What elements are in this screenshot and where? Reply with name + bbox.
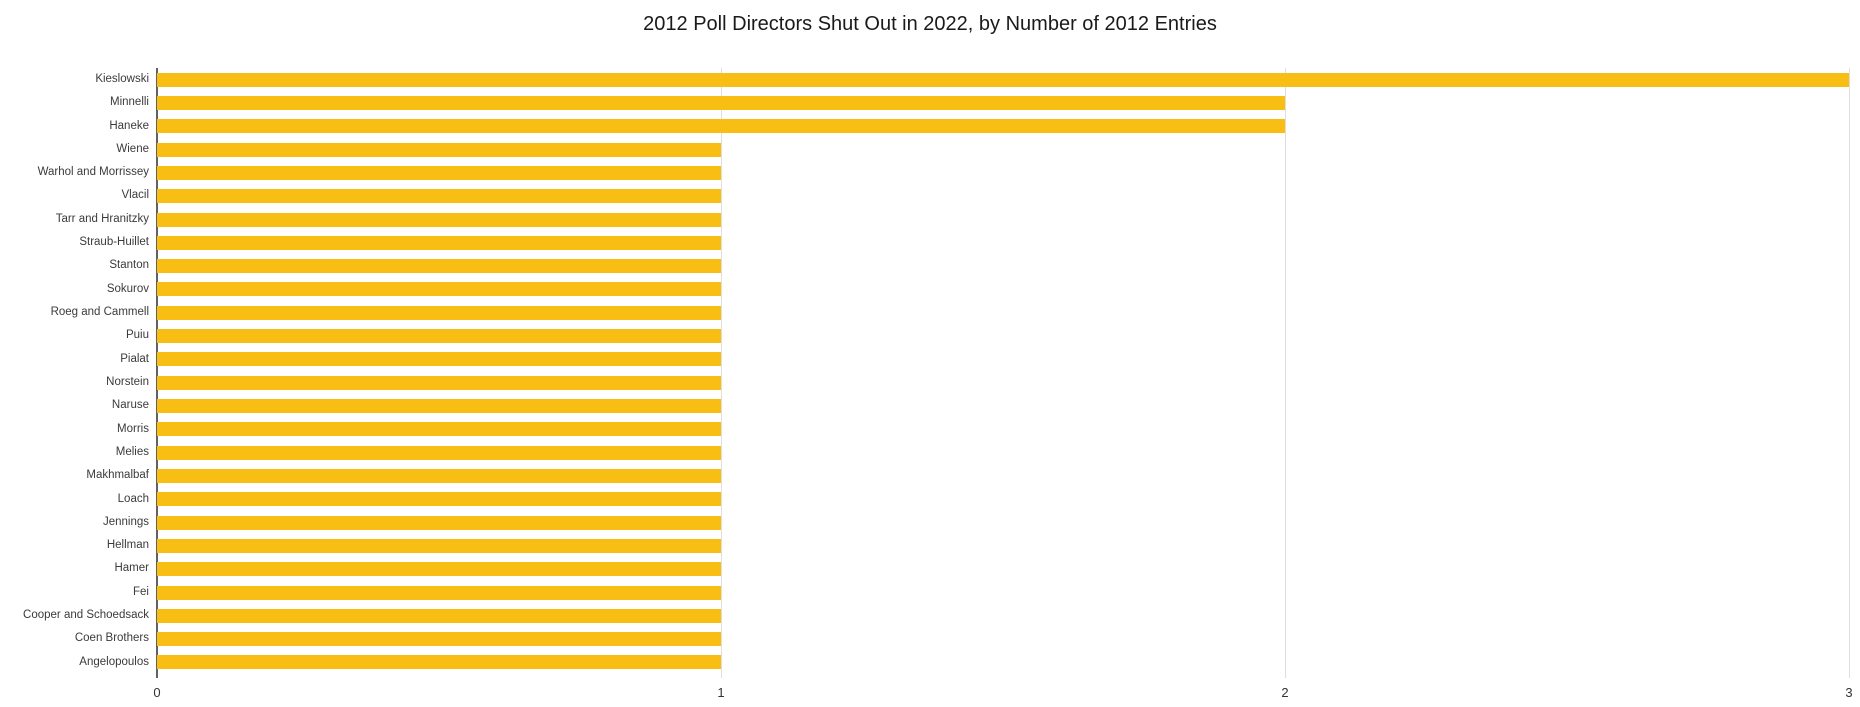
bar	[157, 492, 721, 507]
y-axis-category-label: Puiu	[125, 329, 149, 342]
bar-row: Warhol and Morrissey	[38, 161, 1849, 184]
y-axis-category-label: Cooper and Schoedsack	[23, 609, 149, 622]
bar	[157, 282, 721, 297]
y-axis-category-label: Coen Brothers	[74, 632, 149, 645]
y-axis-category-label: Haneke	[109, 119, 149, 132]
bar	[157, 585, 721, 600]
y-axis-category-label: Minnelli	[110, 96, 149, 109]
bar	[157, 119, 1285, 134]
y-axis-category-label: Hellman	[106, 539, 149, 552]
y-axis-category-label: Pialat	[120, 352, 149, 365]
bar	[157, 375, 721, 390]
y-axis-category-label: Morris	[117, 422, 149, 435]
bar-row: Jennings	[103, 511, 1849, 534]
bar	[157, 655, 721, 670]
bar-row: Stanton	[109, 255, 1849, 278]
chart-title: 2012 Poll Directors Shut Out in 2022, by…	[643, 13, 1217, 35]
bar-row: Sokurov	[107, 278, 1849, 301]
y-axis-category-label: Tarr and Hranitzky	[55, 212, 149, 225]
y-axis-category-label: Angelopoulos	[79, 655, 149, 668]
y-axis-category-label: Vlacil	[121, 189, 149, 202]
bar-row: Tarr and Hranitzky	[56, 208, 1849, 231]
bar-row: Minnelli	[110, 91, 1849, 114]
bar-row: Hamer	[114, 558, 1849, 581]
bar	[157, 352, 721, 367]
bar-row: Norstein	[106, 371, 1849, 394]
bar-row: Puiu	[126, 324, 1849, 347]
bar	[157, 422, 721, 437]
bar-row: Roeg and Cammell	[51, 301, 1849, 324]
y-axis-line	[156, 68, 158, 678]
y-axis-category-label: Stanton	[109, 259, 149, 272]
bar-row: Haneke	[109, 115, 1849, 138]
bar-row: Pialat	[120, 348, 1849, 371]
bar	[157, 562, 721, 577]
bar-row: Vlacil	[122, 185, 1849, 208]
bar-row: Naruse	[112, 394, 1849, 417]
bar	[157, 259, 721, 274]
y-axis-category-label: Fei	[133, 585, 149, 598]
x-axis-tick-label: 2	[1281, 685, 1289, 700]
bar-row: Hellman	[107, 534, 1849, 557]
bar	[157, 142, 721, 157]
bar	[157, 235, 721, 250]
bar-row: Morris	[117, 418, 1849, 441]
bar	[157, 329, 721, 344]
y-axis-category-label: Makhmalbaf	[86, 469, 149, 482]
gridline	[1284, 68, 1286, 678]
y-axis-category-label: Norstein	[106, 375, 149, 388]
x-axis-tick-label: 0	[153, 685, 161, 700]
bar	[157, 608, 721, 623]
bar-row: Makhmalbaf	[86, 464, 1849, 487]
plot-area: Kieslowski Minnelli Haneke Wiene Warhol and …	[23, 68, 1853, 700]
bar	[157, 72, 1849, 87]
bar	[157, 399, 721, 414]
bar-row: Melies	[116, 441, 1849, 464]
bar-row: Angelopoulos	[79, 651, 1849, 674]
gridline	[720, 68, 722, 678]
bar-row: Coen Brothers	[75, 628, 1849, 651]
y-axis-category-label: Kieslowski	[95, 72, 149, 85]
y-axis-category-label: Wiene	[116, 142, 149, 155]
bar-row: Loach	[118, 488, 1849, 511]
y-axis-category-label: Hamer	[114, 562, 149, 575]
gridline	[1849, 68, 1850, 678]
bar	[157, 515, 721, 530]
bar	[157, 189, 721, 204]
bar	[157, 632, 721, 647]
y-axis-category-label: Melies	[115, 445, 149, 458]
bar-row: Fei	[133, 581, 1849, 604]
y-axis-category-label: Roeg and Cammell	[50, 306, 149, 319]
bar	[157, 538, 721, 553]
x-axis-tick-label: 3	[1845, 685, 1853, 700]
bar-row: Wiene	[116, 138, 1849, 161]
y-axis-category-label: Naruse	[111, 399, 149, 412]
y-axis-category-label: Straub-Huillet	[79, 236, 149, 249]
bar	[157, 468, 721, 483]
y-axis-category-label: Warhol and Morrissey	[37, 166, 149, 179]
bar-row: Kieslowski	[95, 68, 1849, 91]
bar	[157, 445, 721, 460]
bar-row: Cooper and Schoedsack	[23, 604, 1849, 627]
y-axis-category-label: Jennings	[102, 515, 149, 528]
bar	[157, 95, 1285, 110]
bar-rows: Kieslowski Minnelli Haneke Wiene Warhol and …	[23, 68, 1849, 674]
bar	[157, 165, 721, 180]
bar	[157, 212, 721, 227]
bar-row: Straub-Huillet	[79, 231, 1849, 254]
y-axis-category-label: Loach	[117, 492, 149, 505]
x-axis-tick-label: 1	[717, 685, 725, 700]
y-axis-category-label: Sokurov	[106, 282, 149, 295]
bar	[157, 305, 721, 320]
